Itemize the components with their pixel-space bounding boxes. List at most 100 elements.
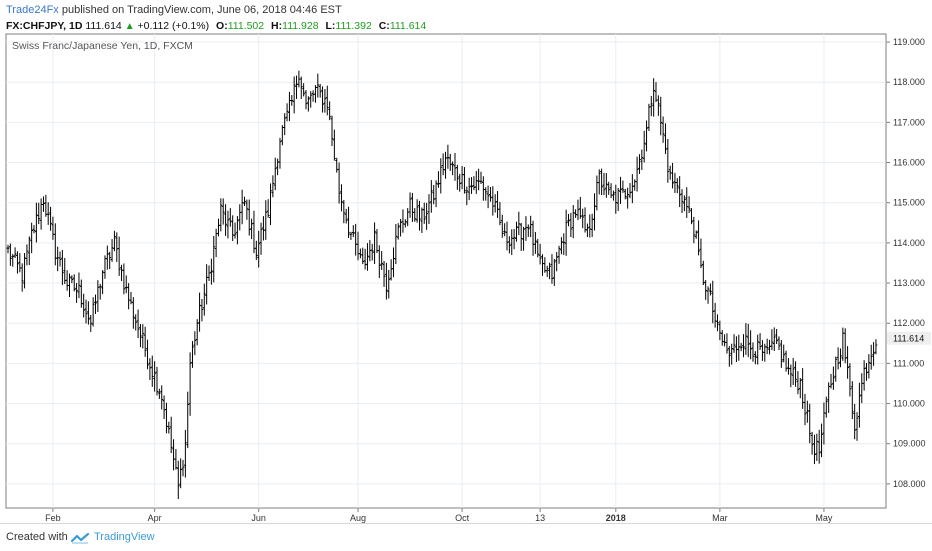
ohlc-bar (758, 333, 762, 350)
last-price: 111.614 (85, 20, 122, 32)
ohlc-bar (836, 347, 840, 370)
ohlc-bar (706, 286, 710, 304)
ohlc-bar (671, 162, 674, 189)
ohlc-bar (619, 176, 622, 205)
ohlc-bar (704, 280, 708, 300)
ohlc-bar (519, 222, 523, 251)
ohlc-bar (484, 187, 488, 201)
ohlc-bar (803, 393, 807, 426)
ohlc-bar (659, 96, 663, 136)
ohlc-bar (874, 339, 878, 355)
ohlc-bar (49, 206, 52, 231)
ohlc-bar (571, 204, 575, 239)
ohlc-bar (500, 214, 504, 238)
ohlc-bar (682, 195, 686, 212)
ohlc-bar (865, 363, 868, 381)
ohlc-bar (72, 274, 76, 292)
ohlc-bar (70, 275, 74, 284)
ohlc-bar (775, 329, 779, 344)
ohlc-bar (396, 223, 400, 240)
ohlc-bar (233, 222, 237, 239)
ohlc-bar (332, 129, 336, 161)
ohlc-bar (273, 157, 277, 191)
ohlc-bar (779, 340, 783, 368)
ohlc-bar (768, 339, 771, 355)
price-axis[interactable]: 108.000 109.000 110.000 111.000 112.000 113.0… (886, 37, 926, 489)
ohlc-bar (236, 216, 239, 245)
open-value: 111.502 (227, 20, 265, 32)
ohlc-bar (588, 214, 592, 238)
ohlc-bar (290, 95, 294, 106)
publish-line: Trade24Fx published on TradingView.com, … (6, 2, 926, 18)
ohlc-bar (562, 233, 566, 255)
ohlc-bar (576, 199, 580, 221)
ohlc-bar (160, 385, 164, 410)
ohlc-bar (8, 243, 12, 266)
ohlc-bar (538, 243, 542, 265)
ohlc-bar (84, 299, 88, 324)
plot-area (5, 33, 887, 509)
ohlc-bar (316, 73, 320, 98)
x-tick-label: Oct (455, 513, 470, 523)
price-chart[interactable]: 108.000 109.000 110.000 111.000 112.000 113.0… (0, 0, 932, 523)
ohlc-bar (252, 210, 256, 254)
symbol-label: FX:CHFJPY, 1D (6, 20, 83, 32)
ohlc-bar (709, 283, 712, 296)
ohlc-bar (557, 245, 561, 264)
chart-header: Trade24Fx published on TradingView.com, … (6, 2, 926, 34)
ohlc-bar (139, 323, 142, 348)
ohlc-bar (408, 192, 412, 218)
ohlc-bar (463, 167, 466, 194)
open-label: O: (216, 20, 228, 32)
ohlc-bar (20, 263, 24, 292)
ohlc-bar (869, 344, 873, 370)
ohlc-bar (586, 223, 589, 237)
ohlc-bar (382, 260, 386, 287)
ohlc-bar (626, 187, 630, 209)
ohlc-bar (150, 355, 154, 387)
y-tick-label: 112.000 (893, 318, 925, 328)
ohlc-bar (243, 196, 246, 207)
ohlc-bar (429, 180, 433, 213)
ohlc-bar (87, 301, 90, 325)
ohlc-bar (269, 183, 272, 226)
y-tick-label: 109.000 (893, 439, 926, 449)
ohlc-bar (380, 251, 384, 270)
ohlc-bar (113, 230, 116, 252)
ohlc-bar (536, 238, 540, 258)
ohlc-bar (498, 201, 502, 226)
ohlc-bar (169, 416, 173, 454)
ohlc-legend: FX:CHFJPY, 1D 111.614 ▲ +0.112 (+0.1%) O… (6, 18, 926, 34)
tradingview-brand-link[interactable]: TradingView (94, 531, 155, 543)
ohlc-bar (621, 180, 625, 193)
ohlc-bar (202, 283, 206, 316)
ohlc-bar (453, 152, 457, 181)
time-axis[interactable]: Feb Apr Jun Aug Oct 13 2018 Mar May (45, 508, 833, 523)
ohlc-bar (753, 351, 757, 365)
ohlc-bar (602, 172, 606, 196)
ohlc-bar (349, 231, 353, 240)
ohlc-bar (377, 245, 381, 278)
created-with-text: Created with (6, 531, 68, 543)
ohlc-bar (638, 154, 641, 174)
ohlc-bar (744, 323, 748, 355)
author-link[interactable]: Trade24Fx (6, 4, 59, 16)
ohlc-bar (337, 162, 341, 204)
ohlc-bar (75, 282, 78, 303)
ohlc-bar (839, 348, 842, 368)
ohlc-bar (607, 181, 611, 195)
ohlc-bar (725, 333, 729, 354)
ohlc-bar (808, 403, 812, 444)
ohlc-bar (782, 344, 786, 363)
ohlc-bar (415, 199, 419, 223)
ohlc-bar (141, 324, 145, 349)
ohlc-bar (42, 196, 45, 212)
ohlc-bar (813, 434, 816, 465)
ohlc-bar (600, 168, 604, 196)
ohlc-bar (344, 208, 348, 224)
ohlc-bars (6, 70, 878, 500)
ohlc-bar (283, 113, 287, 136)
ohlc-bar (550, 254, 554, 284)
published-text: published on TradingView.com, June 06, 2… (58, 4, 342, 16)
ohlc-bar (309, 91, 313, 108)
